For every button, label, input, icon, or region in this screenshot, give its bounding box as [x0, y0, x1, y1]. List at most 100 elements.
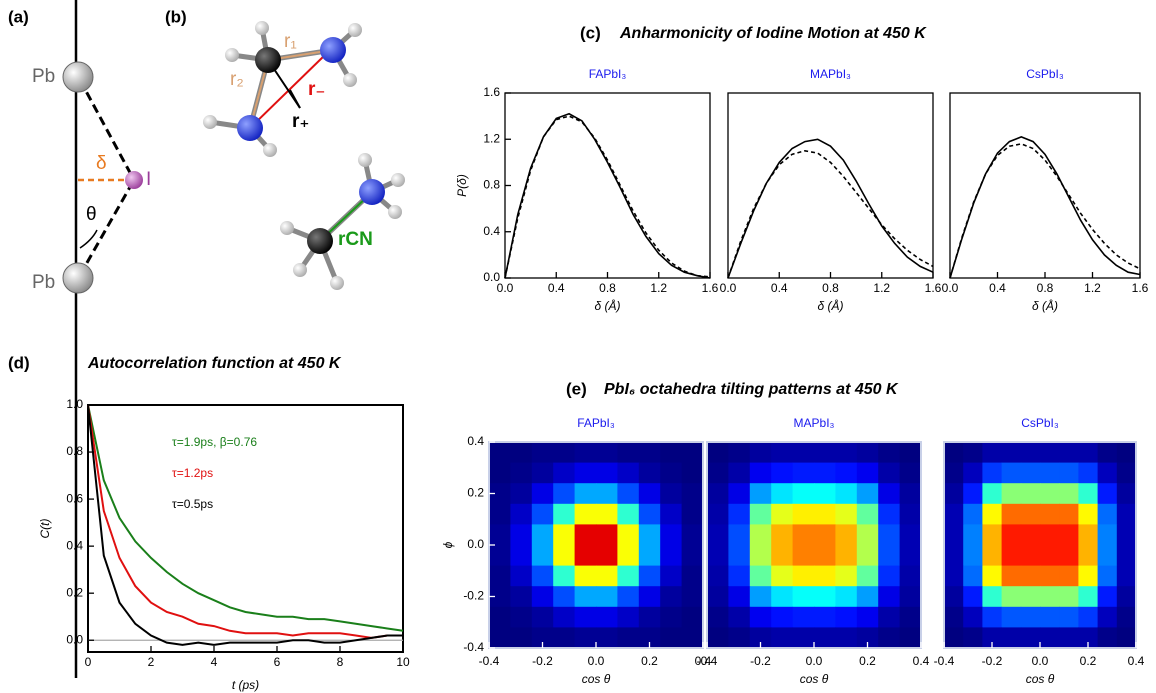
heatmap-cell: [1040, 483, 1060, 505]
heatmap-cell: [1097, 524, 1118, 546]
heatmap-cell: [878, 462, 901, 484]
annotation: τ=1.9ps, β=0.76: [172, 435, 257, 449]
heatmap-cell: [878, 483, 901, 505]
heatmap-cell: [1040, 462, 1060, 484]
heatmap-cell: [1059, 524, 1079, 546]
y-tick-label: 1.0: [66, 397, 83, 411]
heatmap-cell: [553, 627, 576, 649]
heatmap-cell: [878, 524, 901, 546]
heatmap-cell: [681, 524, 704, 546]
x-tick-label: 1.2: [873, 281, 890, 295]
heatmap-cell: [1001, 524, 1022, 546]
heatmap-cell: [1020, 606, 1041, 628]
heatmap-cell: [982, 524, 1003, 546]
heatmap-cell: [835, 442, 858, 464]
heatmap-cell: [878, 545, 901, 567]
data-line: [87, 404, 404, 632]
heatmap-cell: [792, 462, 815, 484]
data-line: [504, 115, 711, 279]
heatmap-cell: [681, 545, 704, 567]
heatmap-cell: [728, 627, 751, 649]
heatmap-cell: [574, 545, 597, 567]
heatmap-cell: [814, 606, 836, 628]
y-tick-label: 0.8: [66, 444, 83, 458]
heatmap-cell: [749, 545, 772, 567]
x-tick-label: 0.2: [641, 654, 658, 668]
heatmap-cell: [510, 524, 533, 546]
heatmap-cell: [489, 503, 511, 525]
heatmap-cell: [771, 606, 794, 628]
heatmap-cell: [1116, 627, 1137, 649]
heatmap-cell: [707, 545, 729, 567]
y-tick-label: 0.2: [467, 486, 484, 500]
heatmap-cell: [531, 586, 554, 608]
heatmap-cell: [1040, 586, 1060, 608]
heatmap-cell: [531, 606, 554, 628]
heatmap-cell: [638, 483, 661, 505]
heatmap-cell: [982, 627, 1003, 649]
heatmap-cell: [1116, 545, 1137, 567]
heatmap-cell: [814, 442, 836, 464]
vector-label: rCN: [338, 229, 373, 250]
atom-label: I: [146, 169, 151, 190]
heatmap-cell: [1078, 503, 1099, 525]
x-tick-label: 1.6: [702, 281, 719, 295]
heatmap-cell: [489, 586, 511, 608]
x-tick-label: 0.4: [1128, 654, 1145, 668]
heatmap-cell: [531, 565, 554, 587]
heatmap-cell: [944, 627, 964, 649]
heatmap-cell: [899, 503, 922, 525]
x-tick-label: 0.2: [1080, 654, 1097, 668]
heatmap-cell: [749, 442, 772, 464]
heatmap-cell: [1078, 627, 1099, 649]
heatmap-cell: [899, 627, 922, 649]
heatmap-cell: [574, 565, 597, 587]
heatmap-cell: [1078, 442, 1099, 464]
x-tick-label: 0.2: [859, 654, 876, 668]
heatmap-cell: [1097, 483, 1118, 505]
data-line: [949, 143, 1141, 279]
heatmap-cell: [771, 545, 794, 567]
chart-title: CsPbI₃: [1026, 67, 1064, 81]
heatmap-cell: [1059, 503, 1079, 525]
x-tick-label: 4: [211, 655, 218, 669]
heatmap-cell: [982, 586, 1003, 608]
vector-label: r₂: [230, 69, 244, 90]
heatmap-cell: [1078, 524, 1099, 546]
heatmap-cell: [749, 627, 772, 649]
heatmap-cell: [574, 586, 597, 608]
x-tick-label: 0.0: [806, 654, 823, 668]
heatmap-cell: [835, 483, 858, 505]
heatmap-cell: [1116, 565, 1137, 587]
heatmap-cell: [489, 545, 511, 567]
y-axis-label: ϕ: [441, 541, 455, 548]
panel-label: (d): [8, 353, 30, 372]
heatmap-cell: [963, 462, 983, 484]
heatmap-cell: [660, 565, 683, 587]
heatmap-cell: [899, 524, 922, 546]
heatmap-cell: [814, 545, 836, 567]
heatmap-cell: [489, 442, 511, 464]
heatmap-cell: [814, 627, 836, 649]
annotation: τ=0.5ps: [172, 497, 213, 511]
heatmap-cell: [1097, 462, 1118, 484]
heatmap-cell: [1059, 545, 1079, 567]
heatmap-cell: [792, 524, 815, 546]
heatmap-cell: [553, 462, 576, 484]
heatmap-cell: [574, 462, 597, 484]
heatmap-cell: [660, 462, 683, 484]
heatmap-cell: [531, 524, 554, 546]
heatmap-cell: [531, 545, 554, 567]
plot-frame: [949, 92, 1141, 279]
heatmap-cell: [963, 503, 983, 525]
heatmap-cell: [771, 586, 794, 608]
heatmap-cell: [749, 483, 772, 505]
heatmap-cell: [856, 627, 879, 649]
heatmap-cell: [835, 606, 858, 628]
heatmap-cell: [489, 627, 511, 649]
heatmap-cell: [982, 503, 1003, 525]
heatmap-cell: [963, 442, 983, 464]
heatmap-cell: [749, 606, 772, 628]
heatmap-cell: [553, 483, 576, 505]
y-tick-label: 1.2: [483, 131, 500, 145]
